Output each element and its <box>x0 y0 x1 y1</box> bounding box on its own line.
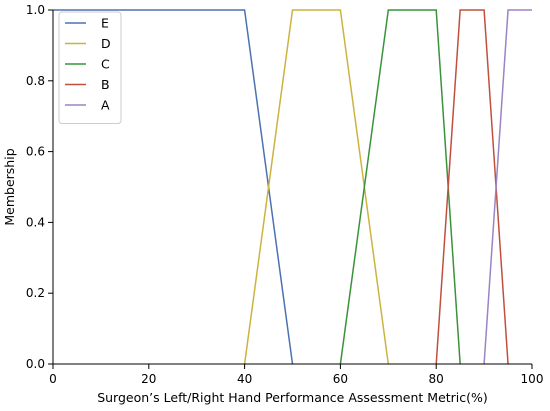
x-tick-label: 40 <box>237 372 252 386</box>
legend-label-d: D <box>101 36 111 51</box>
y-tick-label: 1.0 <box>26 3 45 17</box>
series-line-c <box>339 9 461 365</box>
x-axis-label: Surgeon’s Left/Right Hand Performance As… <box>97 390 488 405</box>
legend-frame <box>58 11 122 124</box>
legend-label-b: B <box>101 77 110 92</box>
y-tick-label: 0.6 <box>26 145 45 159</box>
y-tick-label: 0.2 <box>26 286 45 300</box>
legend-label-a: A <box>101 98 110 113</box>
x-tick-label: 80 <box>429 372 444 386</box>
series-line-e <box>53 9 294 365</box>
x-tick-label: 20 <box>141 372 156 386</box>
series-line-d <box>243 9 390 365</box>
y-axis-label: Membership <box>2 148 17 225</box>
y-tick-label: 0.4 <box>26 215 45 229</box>
legend-label-e: E <box>101 16 109 31</box>
series-line-a <box>483 9 532 365</box>
series-layer <box>53 9 532 365</box>
y-tick-label: 0.0 <box>26 357 45 371</box>
legend-label-c: C <box>101 57 110 72</box>
y-tick-label: 0.8 <box>26 74 45 88</box>
series-line-b <box>435 9 509 365</box>
x-tick-label: 60 <box>333 372 348 386</box>
x-tick-label: 100 <box>521 372 544 386</box>
x-tick-label: 0 <box>49 372 57 386</box>
axes: 0 20 40 60 80 100 0.0 0.2 0.4 0.6 0.8 1.0 Surgeon’s … <box>2 3 543 405</box>
